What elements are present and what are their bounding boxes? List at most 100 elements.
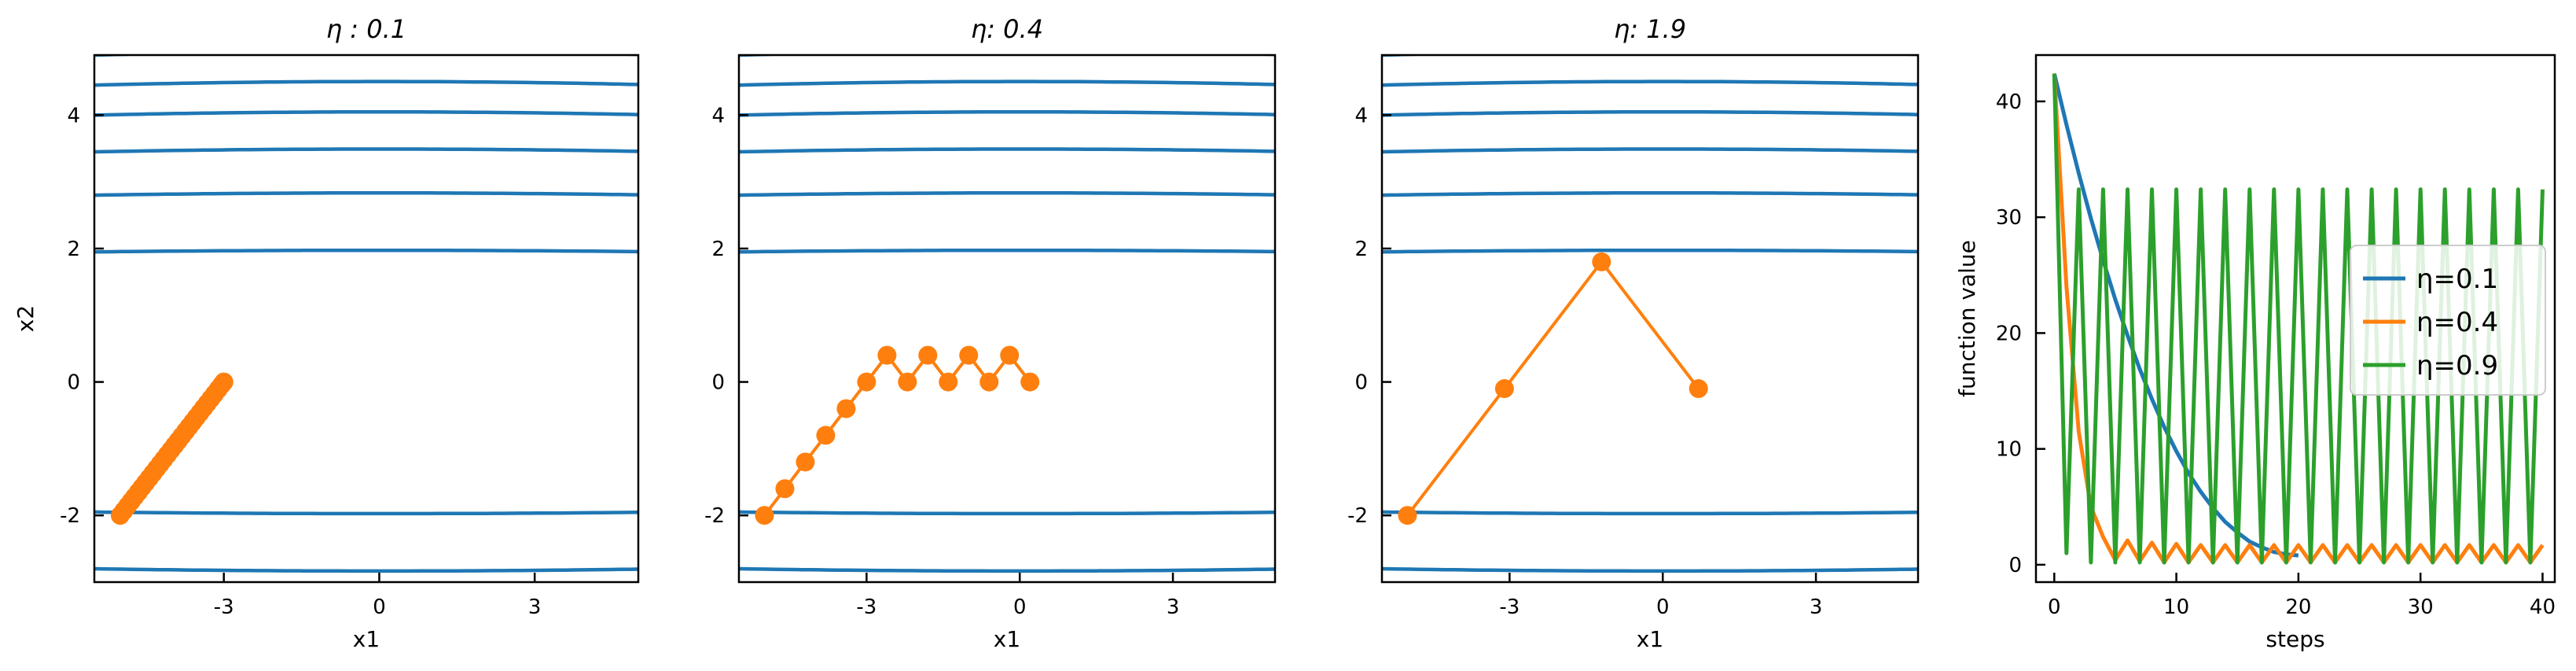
plot-area <box>2052 73 2545 565</box>
contour-line <box>739 191 1275 197</box>
y-tick-label: 4 <box>67 104 80 127</box>
contour-line <box>94 566 638 573</box>
chart-panel-4: 0 10 20 30 40 0 10 20 30 40 steps function value η=0… <box>1954 53 2556 652</box>
y-tick-label: 2 <box>711 238 725 261</box>
legend-label-1: η=0.1 <box>2416 264 2498 295</box>
y-tick-label: 0 <box>1354 371 1368 395</box>
y-tick-label: 0 <box>711 371 725 395</box>
series-line-2 <box>2052 73 2545 565</box>
trajectory-point <box>857 372 876 392</box>
contour-line <box>1382 566 1918 573</box>
contour-line <box>1382 110 1918 117</box>
y-tick-label: 20 <box>1996 322 2022 345</box>
trajectory-point <box>1689 379 1708 399</box>
x-tick-label: 0 <box>2048 595 2061 619</box>
legend-label-3: η=0.9 <box>2416 350 2498 382</box>
x-tick-label: 3 <box>1810 595 1823 619</box>
y-tick-label: 0 <box>2008 554 2022 577</box>
y-tick-label: -2 <box>704 504 725 528</box>
x-tick-label: 0 <box>1013 595 1027 619</box>
y-tick-label: 4 <box>711 104 725 127</box>
contour-line <box>1382 79 1918 87</box>
x-tick-label: 10 <box>2163 595 2189 619</box>
contour-line <box>739 79 1275 87</box>
y-tick-label: 10 <box>1996 438 2022 462</box>
contour-line <box>1382 147 1918 154</box>
chart-panel-3: -3 0 3 -2 0 2 4 x1 η: 1.9 <box>1347 14 1920 652</box>
x-tick-label: 20 <box>2285 595 2311 619</box>
y-tick-label: -2 <box>1347 504 1368 528</box>
x-tick-label: 30 <box>2408 595 2434 619</box>
contour-line <box>94 147 638 154</box>
plot-area <box>1382 55 1918 573</box>
y-tick-label: 2 <box>1354 238 1368 261</box>
trajectory-point <box>775 479 795 499</box>
contour-line <box>1382 248 1918 254</box>
trajectory-point <box>836 399 856 418</box>
y-axis-label: x2 <box>13 305 39 332</box>
trajectory-point <box>755 506 774 525</box>
trajectory-point <box>939 372 958 392</box>
x-tick-label: 0 <box>1656 595 1670 619</box>
trajectory-point <box>877 345 897 365</box>
chart-panel-1: -3 0 3 -2 0 2 4 x1 x2 η : 0.1 <box>13 14 640 652</box>
chart-title: η: 1.9 <box>1614 14 1686 44</box>
legend-label-2: η=0.4 <box>2416 307 2498 338</box>
contour-line <box>1382 510 1918 516</box>
x-tick-label: 3 <box>1167 595 1180 619</box>
series-line-3 <box>2052 73 2545 565</box>
trajectory-point <box>1398 506 1417 525</box>
chart-title: η : 0.1 <box>326 14 406 44</box>
trajectory-point <box>1494 379 1514 399</box>
x-axis-label: x1 <box>353 626 380 652</box>
contour-line <box>94 110 638 117</box>
contour-line <box>94 510 638 516</box>
y-tick-label: 2 <box>67 238 80 261</box>
contour-line <box>94 79 638 87</box>
y-tick-label: 30 <box>1996 206 2022 230</box>
axes-frame <box>737 53 1277 584</box>
x-tick-label: 0 <box>373 595 386 619</box>
y-tick-label: 4 <box>1354 104 1368 127</box>
chart-title: η: 0.4 <box>971 14 1043 44</box>
trajectory-point <box>214 372 233 392</box>
y-tick-label: 40 <box>1996 90 2022 114</box>
contour-line <box>94 248 638 254</box>
x-axis-label: x1 <box>1637 626 1663 652</box>
y-tick-label: -2 <box>60 504 80 528</box>
axes-frame <box>93 53 640 584</box>
trajectory-point <box>979 372 999 392</box>
y-tick-label: 0 <box>67 371 80 395</box>
x-axis-label: x1 <box>994 626 1020 652</box>
contour-line <box>739 147 1275 154</box>
x-tick-label: -3 <box>856 595 876 619</box>
contour-line <box>94 191 638 197</box>
contour-line <box>739 510 1275 516</box>
x-tick-label: 3 <box>528 595 542 619</box>
x-tick-label: -3 <box>214 595 234 619</box>
trajectory-point <box>796 452 815 472</box>
y-axis-label: function value <box>1954 240 1980 397</box>
trajectory-point <box>898 372 917 392</box>
chart-panel-2: -3 0 3 -2 0 2 4 x1 η: 0.4 <box>704 14 1277 652</box>
plot-area <box>739 55 1275 573</box>
axes-frame <box>1380 53 1920 584</box>
contour-line <box>739 110 1275 117</box>
x-tick-label: -3 <box>1499 595 1520 619</box>
trajectory-point <box>1000 345 1020 365</box>
legend-box <box>2350 245 2546 396</box>
trajectory-line <box>1406 259 1700 517</box>
trajectory-point <box>918 345 938 365</box>
contour-line <box>739 248 1275 254</box>
axes-frame <box>2034 53 2556 584</box>
x-axis-label: steps <box>2265 626 2324 652</box>
legend: η=0.1 η=0.4 η=0.9 <box>2350 245 2546 396</box>
x-tick-label: 40 <box>2530 595 2556 619</box>
trajectory-point <box>1020 372 1040 392</box>
trajectory-point <box>816 426 836 445</box>
contour-line <box>739 566 1275 573</box>
trajectory-point <box>1592 252 1611 271</box>
contour-line <box>1382 191 1918 197</box>
series-line-1 <box>2052 73 2299 558</box>
